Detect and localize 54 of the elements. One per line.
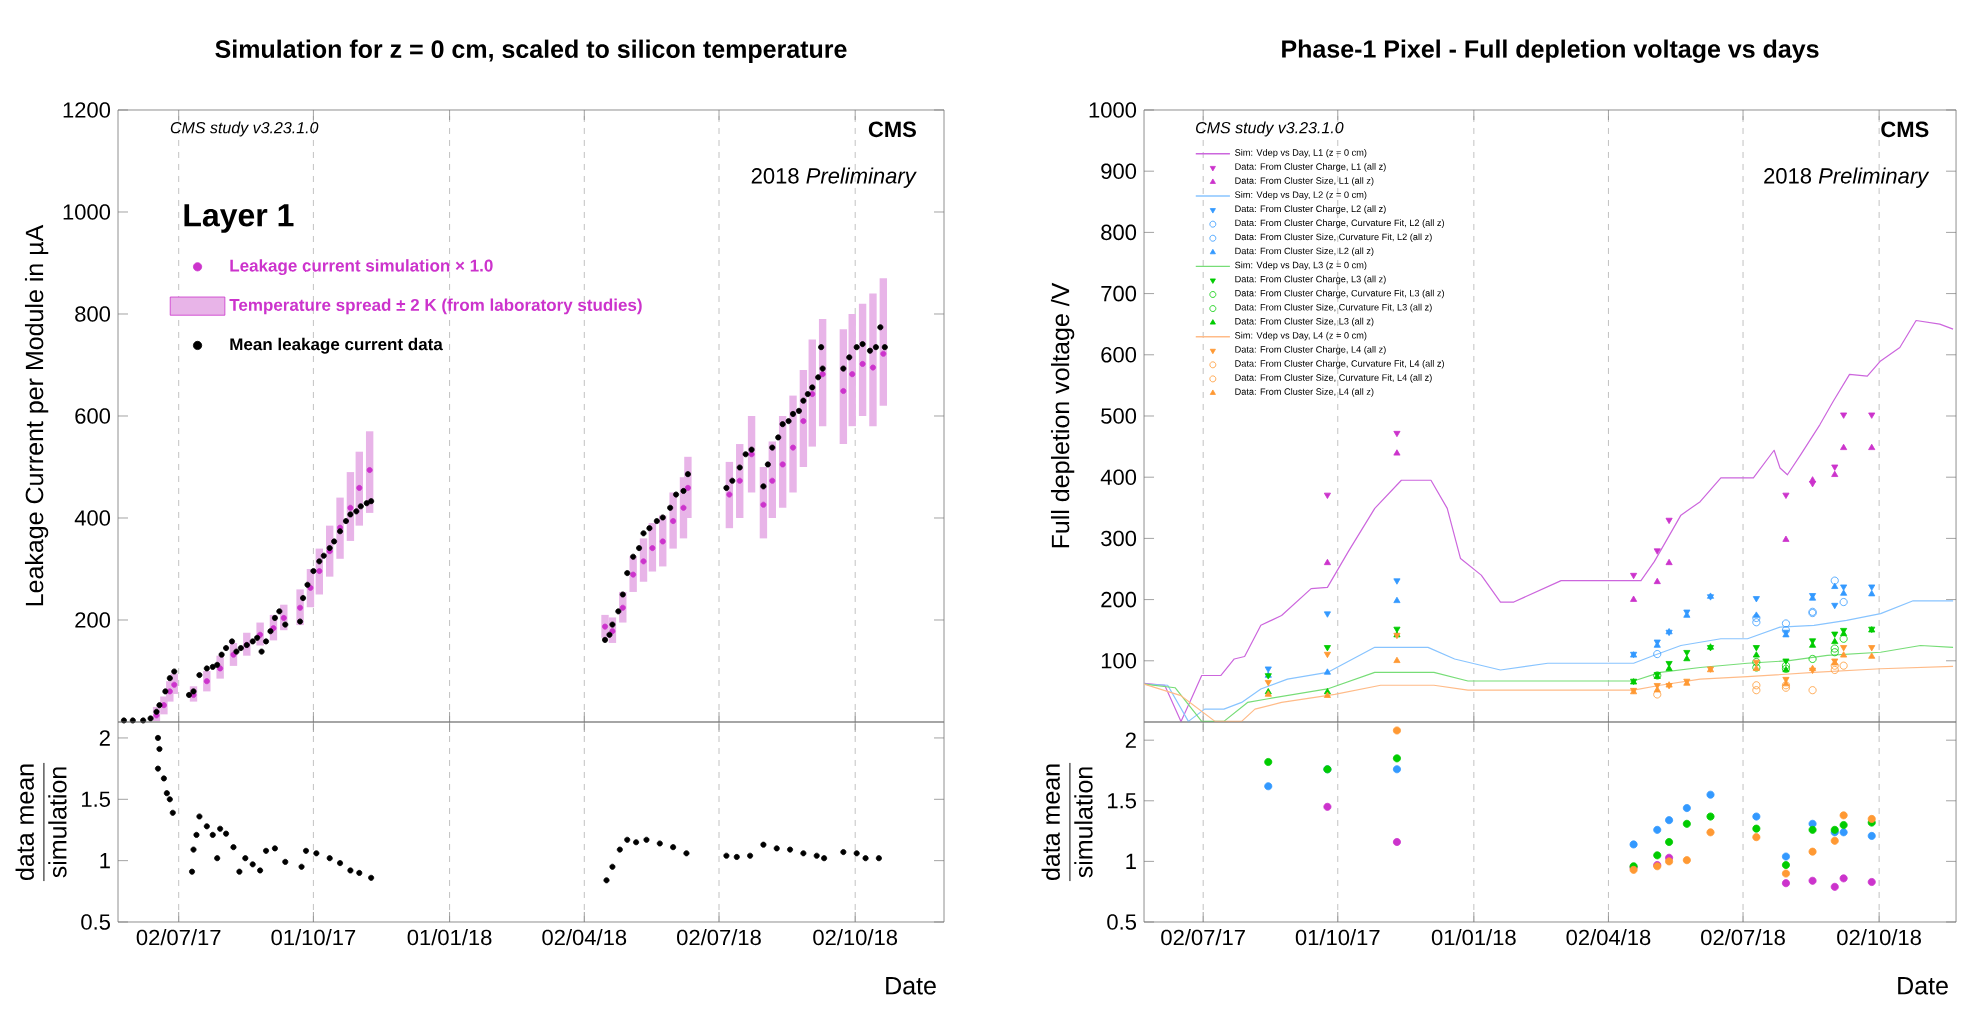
y-tick-label: 1 (100, 853, 110, 869)
y-tick-label: 2 (99, 730, 110, 746)
x-tick-label: 02/07/17 (1161, 929, 1245, 946)
y-tick-label: 400 (74, 510, 111, 526)
annotation: CMS study v3.23.1.0 (1196, 121, 1344, 137)
x-tick-label: 02/07/18 (1701, 929, 1785, 946)
y-tick-label: 1200 (63, 102, 111, 118)
y-tick-label: 300 (1101, 530, 1137, 547)
x-axis-title: Date (886, 977, 936, 995)
x-tick-label: 01/01/18 (407, 929, 492, 946)
x-tick-label: 02/10/18 (1837, 929, 1921, 946)
annotation: Layer 1 (184, 204, 294, 233)
chart-title: Phase-1 Pixel - Full depletion voltage vs days (1282, 39, 1819, 63)
y-tick-label: 1000 (63, 204, 111, 220)
x-tick-label: 02/07/17 (136, 929, 221, 946)
chart-title: Simulation for z = 0 cm, scaled to silicon temperature (215, 39, 847, 63)
legend-label: Temperature spread ± 2 K (from laboratory studies) (229, 298, 642, 315)
y-tick-label: 1.5 (82, 791, 110, 807)
y-tick-label: 1.5 (1108, 793, 1137, 809)
y-tick-label: 2 (1125, 732, 1136, 748)
y-tick-label: 800 (1101, 224, 1137, 241)
y-axis-title: Leakage Current per Module in µA (24, 224, 49, 606)
y-tick-label: 0.5 (81, 914, 110, 930)
x-tick-label: 02/04/18 (1566, 929, 1651, 946)
x-tick-label: 02/07/18 (677, 929, 761, 946)
y-tick-label: 800 (75, 306, 111, 322)
y-tick-label: 1 (1126, 853, 1136, 869)
y-tick-label: 100 (1101, 653, 1137, 669)
y-tick-label: 600 (1101, 347, 1137, 363)
legend-label: Leakage current simulation × 1.0 (230, 259, 493, 276)
y-tick-label: 600 (75, 408, 111, 424)
x-tick-label: 02/10/18 (813, 929, 898, 946)
y-tick-label: 900 (1101, 163, 1137, 179)
y-axis-title: Full depletion voltage /V (1050, 282, 1075, 548)
y-axis-title: $\frac{\text{data mean}}{\text{simulation}}$ (1041, 762, 1093, 882)
x-tick-label: 01/01/18 (1431, 929, 1516, 946)
y-axis-title: $\frac{\text{data mean}}{\text{simulation}}$ (15, 762, 67, 882)
y-tick-label: 400 (1100, 469, 1137, 485)
legend-label: Mean leakage current data (230, 337, 443, 354)
x-tick-label: 01/10/17 (271, 929, 356, 946)
y-tick-label: 200 (1101, 591, 1137, 608)
x-tick-label: 01/10/17 (1295, 929, 1380, 946)
annotation: CMS (868, 121, 916, 138)
y-tick-label: 700 (1101, 285, 1137, 302)
y-tick-label: 1000 (1089, 102, 1137, 118)
y-tick-label: 0.5 (1107, 914, 1137, 930)
annotation: CMS study v3.23.1.0 (170, 121, 319, 137)
annotation: CMS (1881, 121, 1929, 138)
annotation: 2018 Preliminary (751, 167, 917, 188)
y-tick-label: 500 (1101, 408, 1137, 424)
x-tick-label: 02/04/18 (542, 929, 627, 946)
y-tick-label: 200 (75, 612, 111, 628)
annotation: 2018 Preliminary (1764, 167, 1930, 188)
x-axis-title: Date (1898, 977, 1948, 995)
